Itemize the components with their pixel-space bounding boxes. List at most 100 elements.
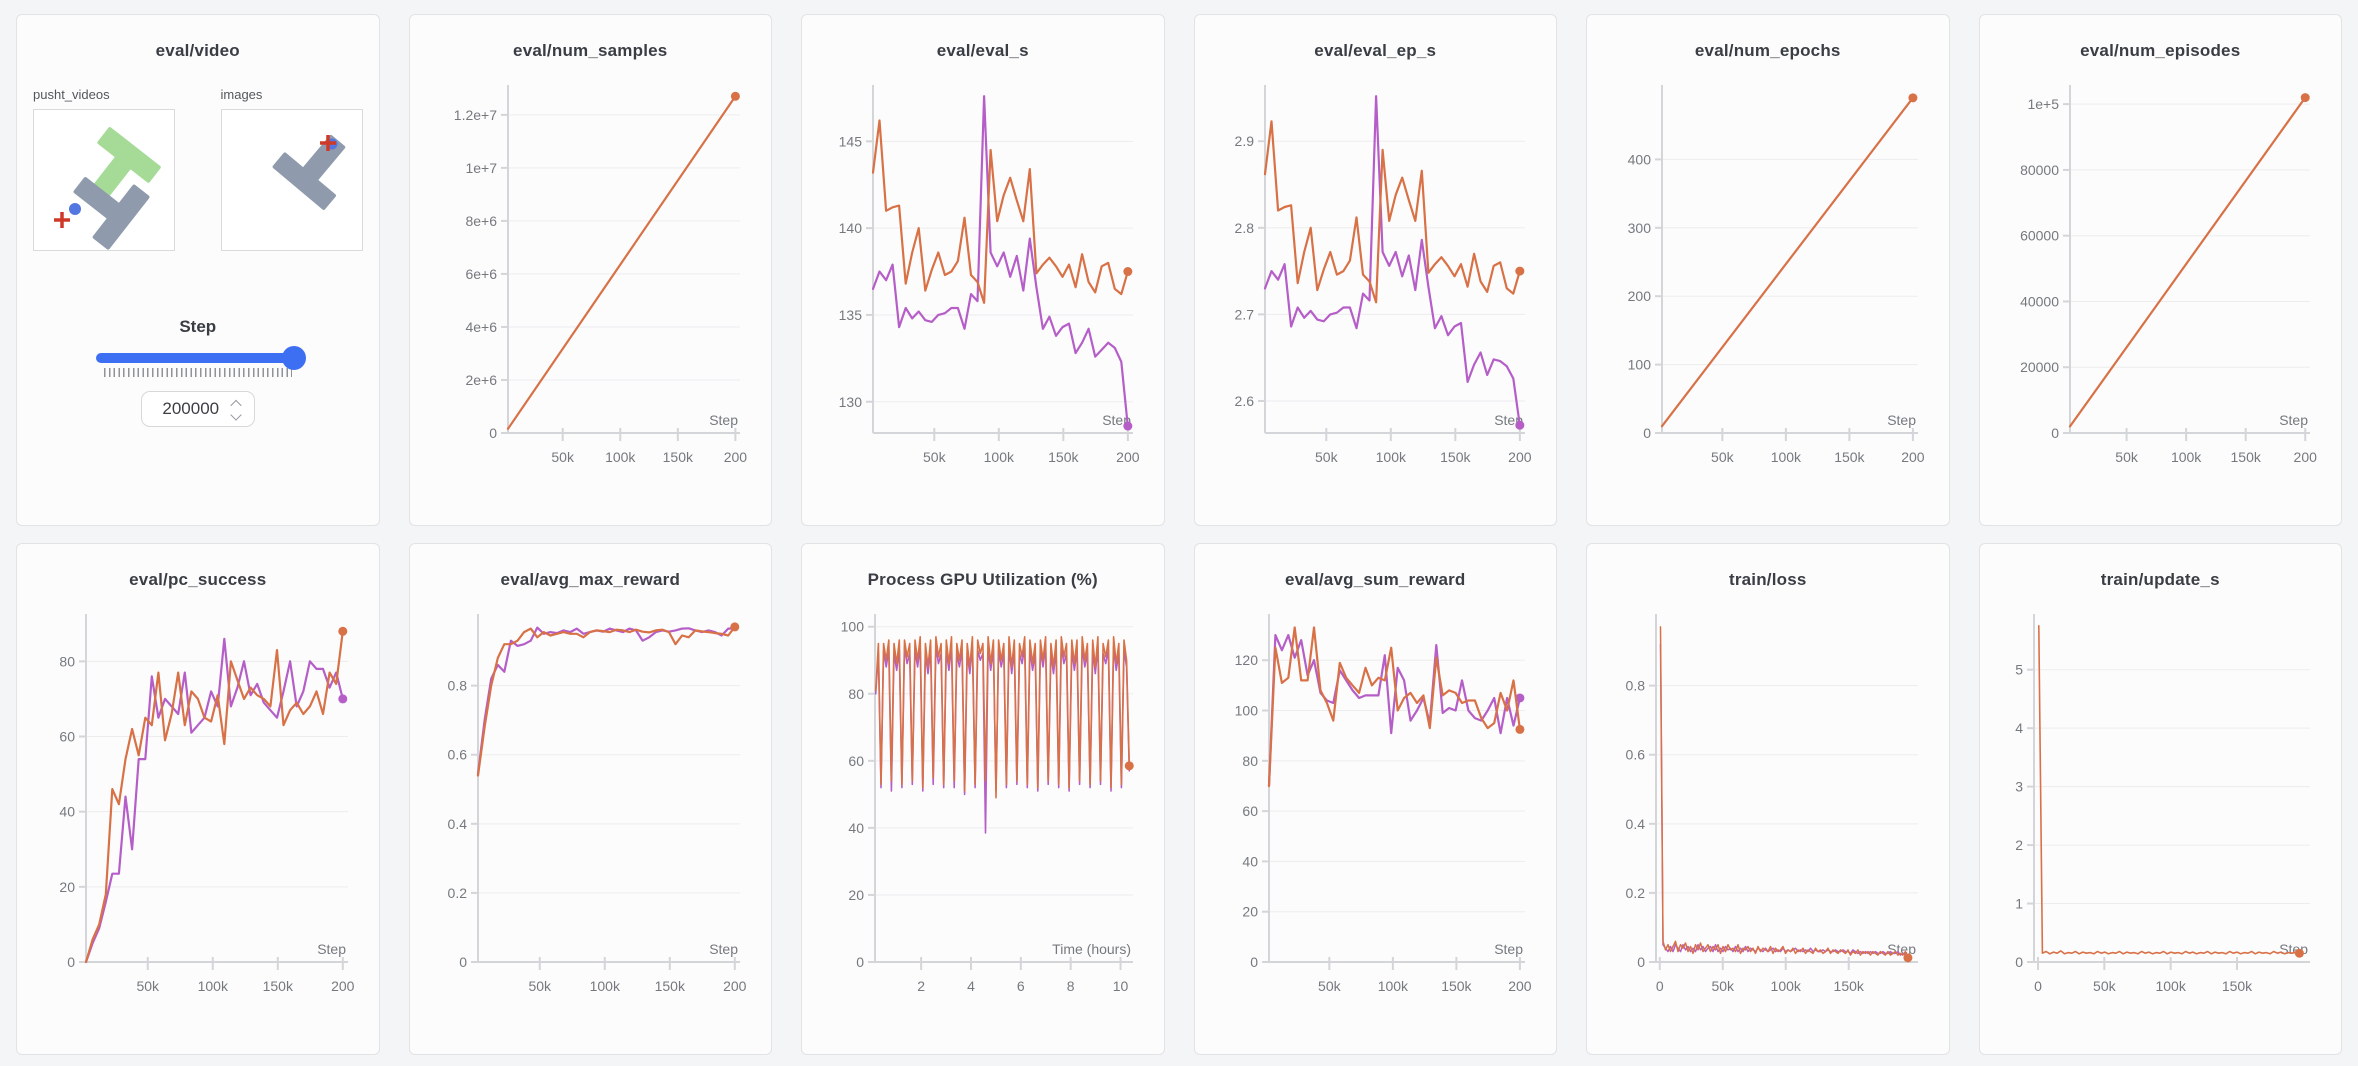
svg-text:2e+6: 2e+6 xyxy=(466,372,498,388)
line-chart-eval-avg-sum-reward: 0 20 40 60 80 100 120 50k 100k 150k 200 Step xyxy=(1235,614,1532,994)
x-axis-caption: Step xyxy=(317,941,346,957)
step-input-box[interactable] xyxy=(140,391,255,427)
series-run-purple xyxy=(477,626,737,775)
svg-text:40: 40 xyxy=(1243,853,1259,869)
svg-text:100k: 100k xyxy=(1378,978,1409,994)
svg-text:40: 40 xyxy=(848,820,864,836)
svg-text:0.6: 0.6 xyxy=(448,747,468,763)
svg-text:50k: 50k xyxy=(2093,978,2117,994)
svg-text:60: 60 xyxy=(1243,803,1259,819)
svg-text:150k: 150k xyxy=(655,978,686,994)
svg-text:60000: 60000 xyxy=(2020,228,2059,244)
spinner-down-icon[interactable] xyxy=(230,408,242,421)
svg-text:200: 200 xyxy=(1508,449,1532,465)
chart-panel-eval-avg-sum-reward[interactable]: eval/avg_sum_reward 0 20 40 60 80 100 120 50k 100… xyxy=(1193,543,1557,1055)
svg-text:0: 0 xyxy=(1637,954,1645,970)
series-run-orange xyxy=(2038,624,2301,955)
series-run-purple xyxy=(1268,633,1522,788)
svg-text:140: 140 xyxy=(838,220,862,236)
step-input[interactable] xyxy=(155,399,226,419)
svg-text:135: 135 xyxy=(838,307,862,323)
svg-text:0.4: 0.4 xyxy=(448,816,468,832)
chart-panel-train-loss[interactable]: train/loss 0 0.2 0.4 0.6 0.8 0 50k 100k 150k Step xyxy=(1586,543,1950,1055)
svg-text:150k: 150k xyxy=(663,449,694,465)
svg-text:4: 4 xyxy=(2015,720,2023,736)
svg-text:0: 0 xyxy=(856,954,864,970)
svg-text:50k: 50k xyxy=(552,449,576,465)
svg-text:0: 0 xyxy=(1656,978,1664,994)
panel-title: eval/avg_sum_reward xyxy=(1284,570,1466,589)
chart-panel-eval-eval-ep-s[interactable]: eval/eval_ep_s 2.6 2.7 2.8 2.9 50k 100k 150k 200… xyxy=(1193,14,1557,526)
panel-eval-video[interactable]: eval/video pusht_videos xyxy=(16,14,380,526)
svg-text:0: 0 xyxy=(67,954,75,970)
svg-text:150k: 150k xyxy=(1834,449,1865,465)
svg-text:50k: 50k xyxy=(136,978,160,994)
chart-panel-eval-num-samples[interactable]: eval/num_samples 0 2e+6 4e+6 6e+6 8e+6 1e+7 1.2… xyxy=(408,14,772,526)
media-figure-images: images xyxy=(220,87,363,251)
panel-title: eval/num_epochs xyxy=(1694,41,1841,60)
svg-text:100k: 100k xyxy=(1770,449,1801,465)
svg-text:0.8: 0.8 xyxy=(1625,678,1645,694)
svg-text:2.9: 2.9 xyxy=(1235,133,1255,149)
svg-text:1e+5: 1e+5 xyxy=(2028,96,2060,112)
line-chart-eval-num-episodes: 0 20000 40000 60000 80000 1e+5 50k 100k 150k 200 S… xyxy=(2020,85,2318,465)
svg-text:50k: 50k xyxy=(1711,449,1735,465)
chart-panel-eval-avg-max-reward[interactable]: eval/avg_max_reward 0 0.2 0.4 0.6 0.8 50k 100k 1… xyxy=(408,543,772,1055)
series-run-orange xyxy=(84,630,344,964)
svg-text:2.8: 2.8 xyxy=(1235,220,1255,236)
chart-panel-eval-num-epochs[interactable]: eval/num_epochs 0 100 200 300 400 50k 100k 150k 2… xyxy=(1586,14,1950,526)
series-run-orange xyxy=(477,625,737,777)
svg-text:40000: 40000 xyxy=(2020,293,2059,309)
svg-text:4: 4 xyxy=(967,978,975,994)
panel-title: eval/avg_max_reward xyxy=(500,570,681,589)
svg-text:200: 200 xyxy=(1116,449,1140,465)
svg-text:400: 400 xyxy=(1627,151,1651,167)
svg-text:100k: 100k xyxy=(605,449,636,465)
line-chart-process-gpu-utilization: 0 20 40 60 80 100 2 4 6 8 10 Time (hours) xyxy=(840,614,1134,994)
svg-text:20: 20 xyxy=(1243,904,1259,920)
chart-panel-eval-pc-success[interactable]: eval/pc_success 0 20 40 60 80 50k 100k 150k 200 St… xyxy=(16,543,380,1055)
svg-text:4e+6: 4e+6 xyxy=(466,319,498,335)
svg-text:150k: 150k xyxy=(2222,978,2253,994)
svg-text:80000: 80000 xyxy=(2020,162,2059,178)
step-slider-label: Step xyxy=(179,317,217,336)
svg-text:150k: 150k xyxy=(1048,449,1079,465)
panel-title: train/update_s xyxy=(2100,570,2220,589)
pusht-video-thumbnail[interactable] xyxy=(33,109,175,251)
series-run-purple xyxy=(1264,95,1522,427)
svg-text:3: 3 xyxy=(2015,779,2023,795)
svg-text:0: 0 xyxy=(2034,978,2042,994)
chart-panel-eval-num-episodes[interactable]: eval/num_episodes 0 20000 40000 60000 80000 1e… xyxy=(1978,14,2342,526)
series-run-orange-endpoint xyxy=(1908,93,1918,103)
series-run-orange xyxy=(871,119,1129,304)
svg-text:100: 100 xyxy=(840,619,864,635)
line-chart-eval-num-samples: 0 2e+6 4e+6 6e+6 8e+6 1e+7 1.2e+7 50k 100k 150k 20… xyxy=(454,85,748,465)
series-run-orange-endpoint xyxy=(1123,267,1133,277)
step-slider-thumb[interactable] xyxy=(281,346,306,370)
svg-text:200: 200 xyxy=(723,978,747,994)
x-axis-caption: Step xyxy=(709,412,738,428)
x-axis-caption: Step xyxy=(709,941,738,957)
svg-text:0: 0 xyxy=(2015,954,2023,970)
media-figure-pusht-videos: pusht_videos xyxy=(33,87,175,251)
chart-panel-eval-eval-s[interactable]: eval/eval_s 130 135 140 145 50k 100k 150k 200 Ste… xyxy=(801,14,1165,526)
panel-title: eval/eval_s xyxy=(936,41,1029,60)
svg-text:5: 5 xyxy=(2015,662,2023,678)
svg-text:150k: 150k xyxy=(1833,978,1864,994)
panel-title: train/loss xyxy=(1728,570,1807,589)
svg-text:200: 200 xyxy=(2294,449,2318,465)
images-thumbnail[interactable] xyxy=(220,109,363,251)
svg-text:100k: 100k xyxy=(1770,978,1801,994)
chart-panel-train-update-s[interactable]: train/update_s 0 1 2 3 4 5 0 50k 100k 150k Step xyxy=(1978,543,2342,1055)
step-slider[interactable] xyxy=(95,346,306,370)
x-axis-caption: Step xyxy=(2279,941,2308,957)
svg-text:100k: 100k xyxy=(2171,449,2202,465)
svg-text:8: 8 xyxy=(1067,978,1075,994)
svg-text:6e+6: 6e+6 xyxy=(466,266,498,282)
svg-text:1: 1 xyxy=(2015,896,2023,912)
svg-text:100k: 100k xyxy=(1376,449,1407,465)
svg-text:80: 80 xyxy=(848,686,864,702)
step-spinner[interactable] xyxy=(230,399,242,421)
chart-panel-process-gpu-utilization[interactable]: Process GPU Utilization (%) 0 20 40 60 80 100 2… xyxy=(801,543,1165,1055)
series-run-orange xyxy=(1660,96,1914,428)
